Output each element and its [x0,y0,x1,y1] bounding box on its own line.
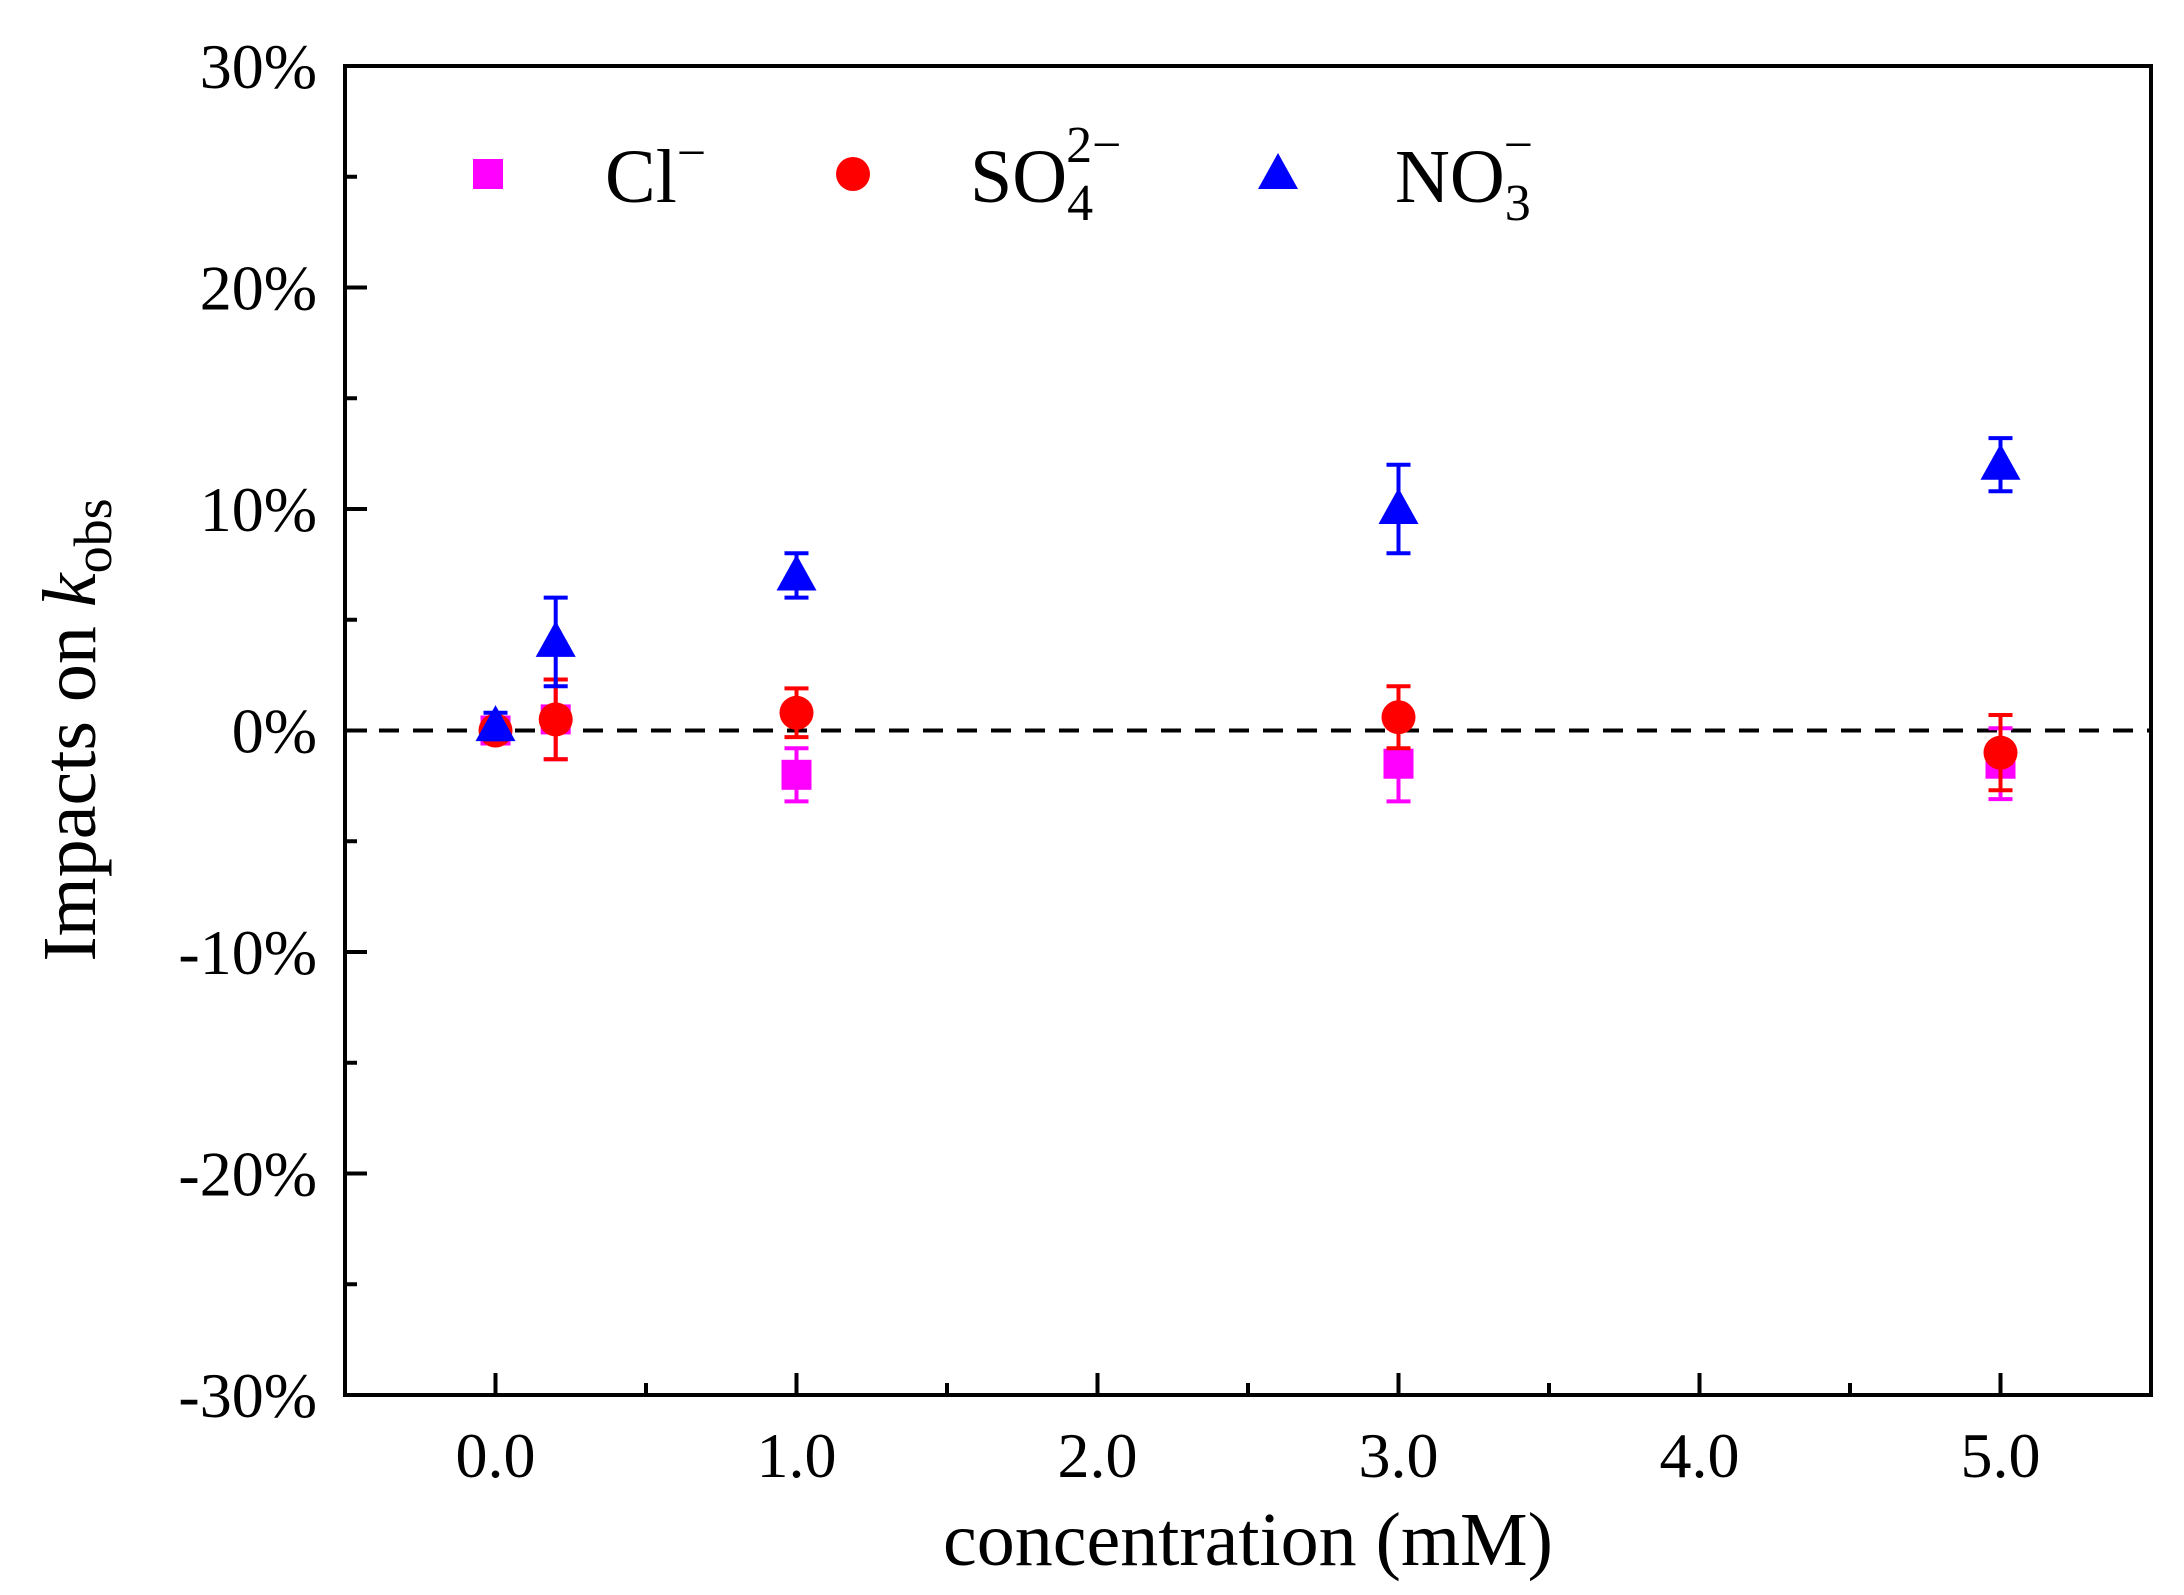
x-tick-label: 3.0 [1359,1420,1439,1491]
legend-item-square: Cl− [473,125,706,219]
data-point [1983,735,2018,770]
data-point [475,705,516,742]
x-axis: 0.0 1.0 2.0 3.0 4.0 5.0 [456,1373,2041,1491]
x-tick-label: 2.0 [1058,1420,1138,1491]
y-axis-title-prefix: Impacts on [28,607,112,962]
data-point [1381,700,1416,735]
legend: Cl− SO42− NO3− [473,117,1533,232]
y-tick-label: 20% [200,253,317,324]
x-tick-label: 1.0 [757,1420,837,1491]
data-point [535,620,576,657]
data-point [779,695,814,730]
y-tick-label: 0% [232,696,317,767]
y-axis-title-subscript: obs [63,498,123,573]
data-point [538,702,573,737]
legend-marker [1258,153,1298,189]
data-series [475,436,2021,804]
x-tick-label: 0.0 [456,1420,536,1491]
y-tick-label: -30% [178,1360,317,1431]
y-axis: -30% -20% -10% 0% 10% 20% 30% [178,31,367,1431]
legend-marker [836,157,870,191]
y-tick-label: 30% [200,31,317,102]
legend-label: NO3− [1395,117,1533,232]
y-tick-label: -10% [178,917,317,988]
x-tick-label: 5.0 [1961,1420,2041,1491]
data-point [776,554,817,591]
x-tick-label: 4.0 [1660,1420,1740,1491]
legend-marker [473,159,503,189]
legend-label: SO42− [970,117,1121,232]
y-axis-title-symbol: k [28,572,112,607]
data-point [781,759,812,790]
y-axis-title: Impacts on kobs [28,498,123,961]
data-point [1980,443,2021,480]
x-axis-title: concentration (mM) [943,1498,1553,1582]
y-tick-label: 10% [200,474,317,545]
legend-item-circle: SO42− [836,117,1121,232]
legend-item-triangle: NO3− [1258,117,1533,232]
series-triangle [475,436,2021,742]
data-point [1378,488,1419,524]
data-point [1383,748,1414,779]
y-tick-label: -20% [178,1139,317,1210]
legend-label: Cl− [605,125,706,219]
